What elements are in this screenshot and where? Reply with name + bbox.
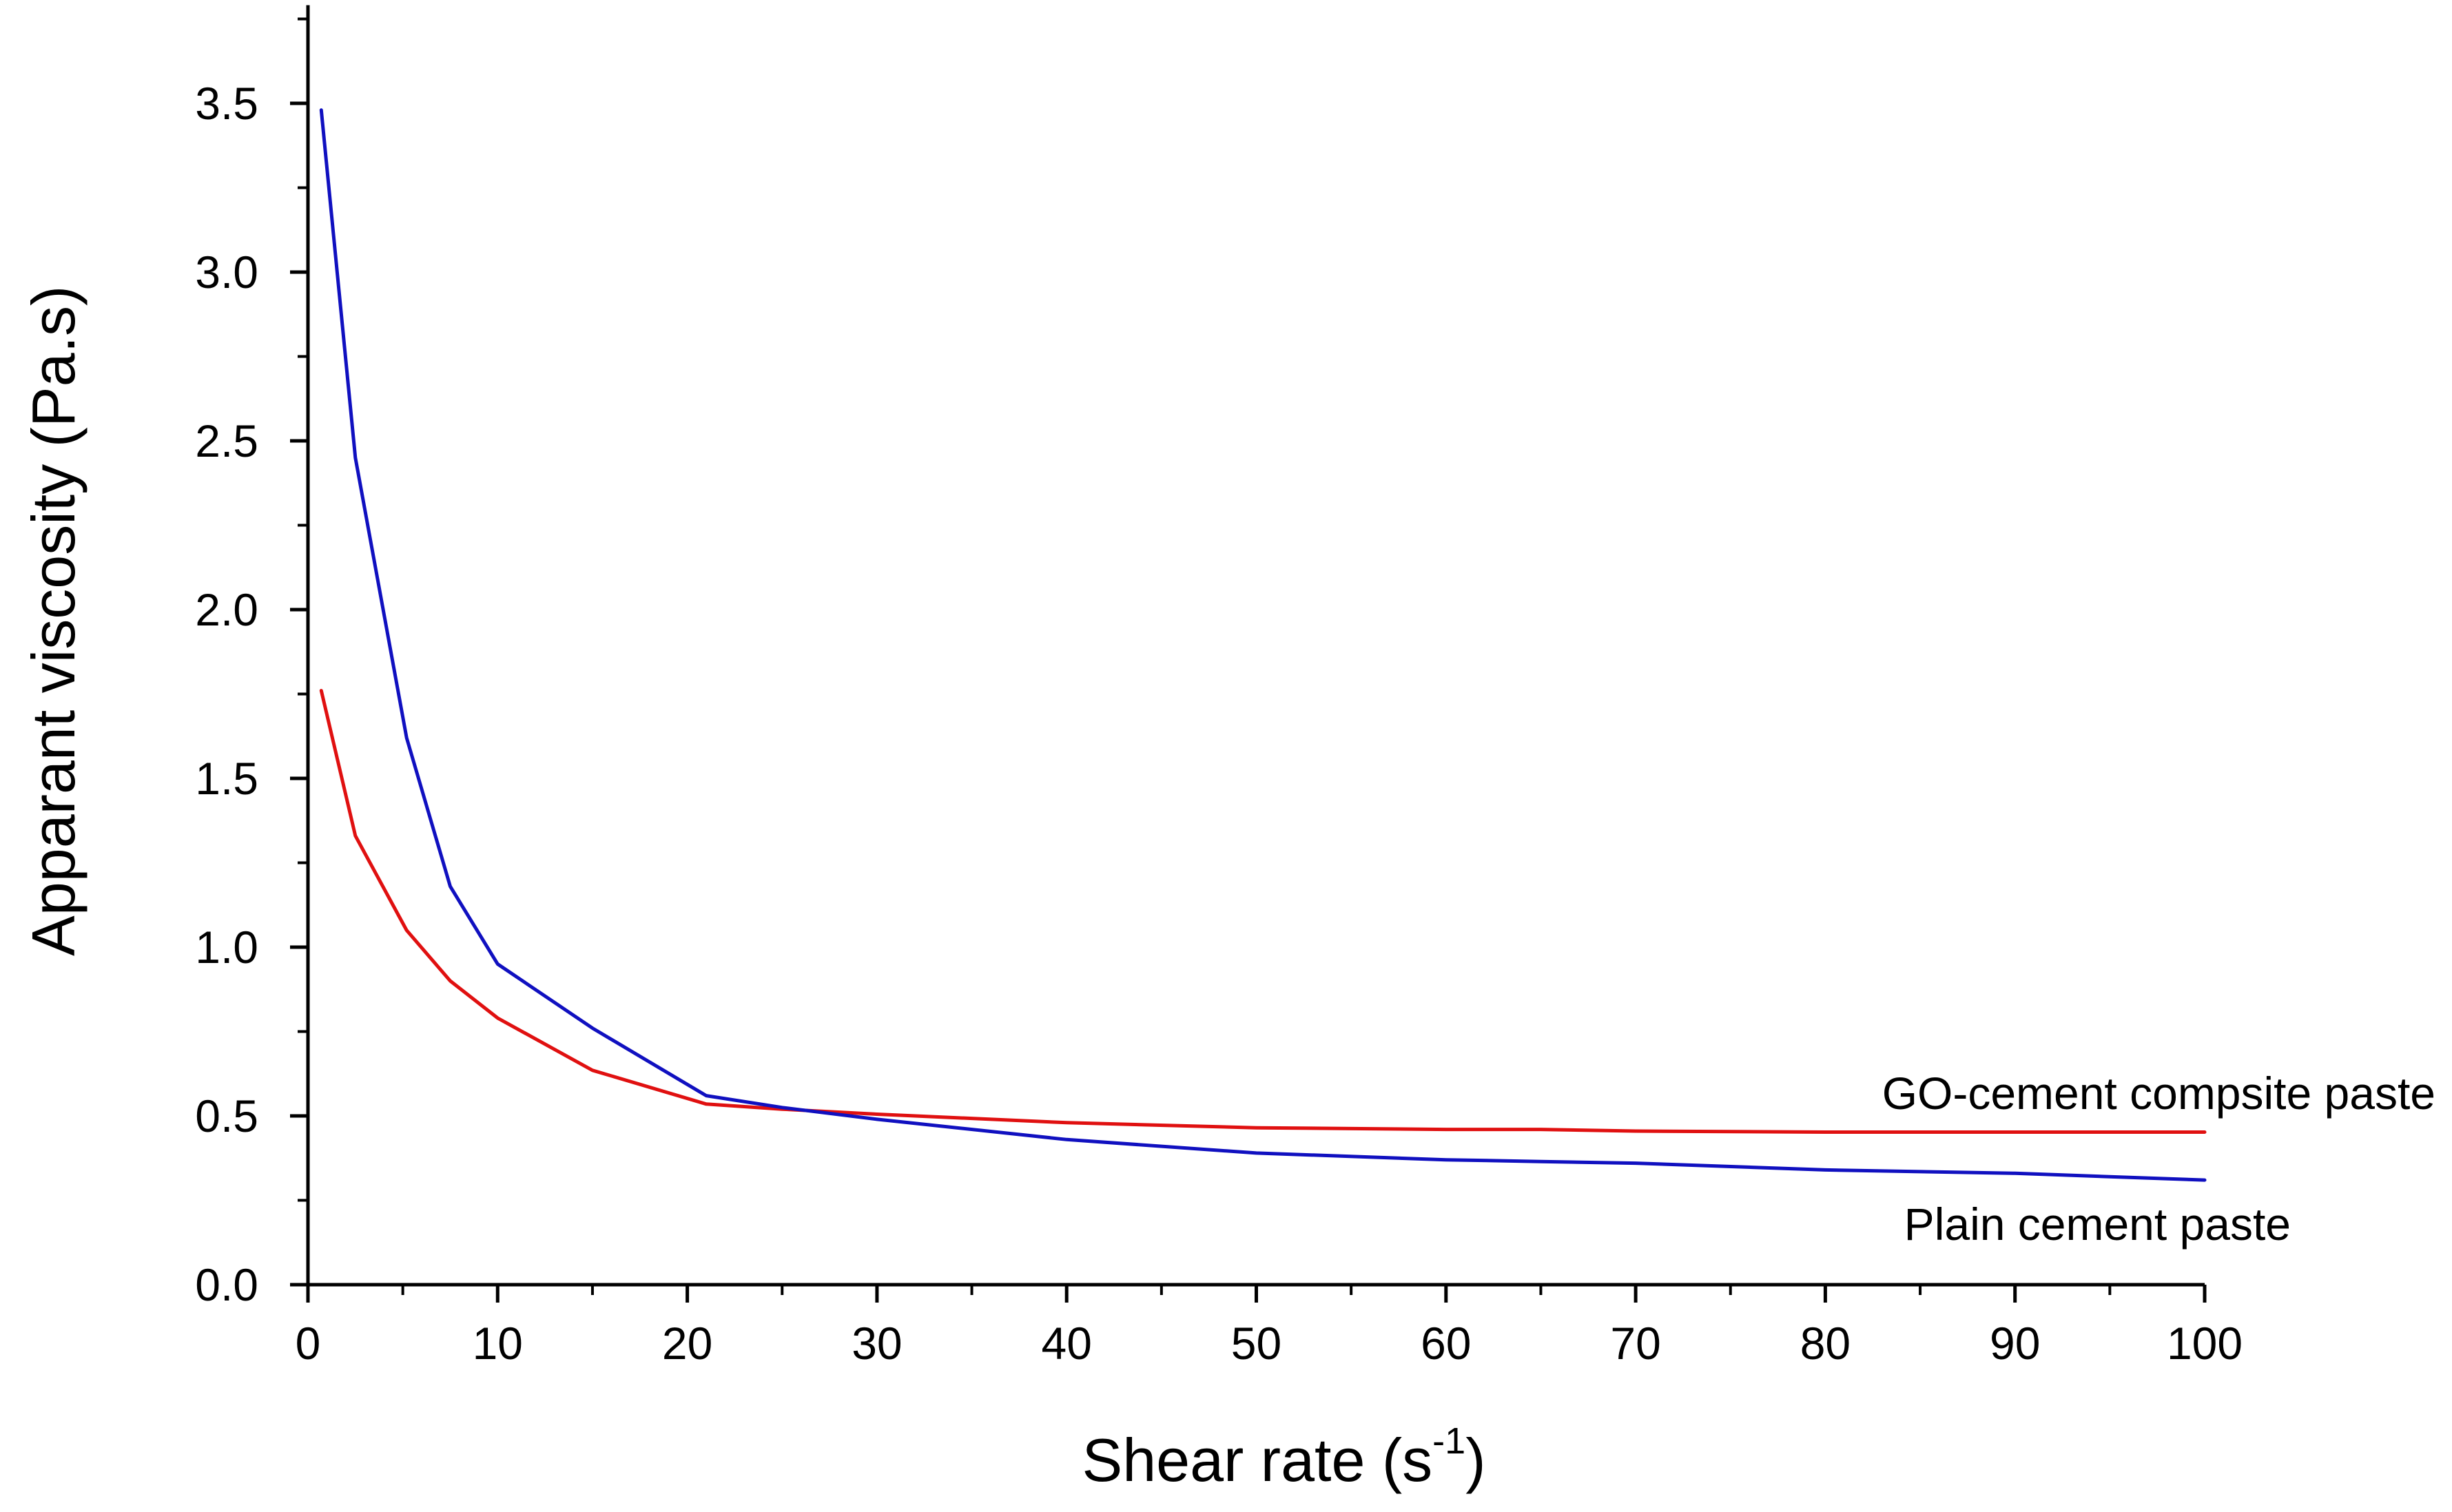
x-axis-label: Shear rate (s-1) xyxy=(1082,1420,1486,1494)
y-tick-label: 0.5 xyxy=(195,1090,258,1141)
series-label-go-cement: GO-cement compsite paste xyxy=(1882,1068,2435,1119)
x-tick-label: 20 xyxy=(662,1318,712,1369)
x-tick-label: 0 xyxy=(296,1318,321,1369)
x-tick-label: 80 xyxy=(1800,1318,1851,1369)
x-tick-label: 40 xyxy=(1041,1318,1091,1369)
x-axis-label-close: ) xyxy=(1465,1426,1485,1494)
y-tick-label: 3.0 xyxy=(195,247,258,298)
x-tick-label: 30 xyxy=(852,1318,902,1369)
x-tick-label: 50 xyxy=(1231,1318,1281,1369)
x-tick-label: 10 xyxy=(473,1318,523,1369)
x-tick-label: 70 xyxy=(1610,1318,1660,1369)
y-axis-label: Apparant viscosity (Pa.s) xyxy=(19,286,87,956)
y-tick-label: 0.0 xyxy=(195,1259,258,1310)
x-tick-label: 100 xyxy=(2167,1318,2243,1369)
y-tick-label: 2.0 xyxy=(195,584,258,635)
y-tick-label: 3.5 xyxy=(195,78,258,129)
y-ticks: 0.0 0.5 1.0 1.5 2.0 2.5 3.0 3.5 xyxy=(195,17,308,1310)
x-axis-label-sup: -1 xyxy=(1432,1420,1465,1462)
y-tick-label: 2.5 xyxy=(195,415,258,466)
series-labels: GO-cement compsite paste Plain cement pas… xyxy=(1882,1068,2435,1250)
y-tick-label: 1.0 xyxy=(195,922,258,973)
x-tick-label: 60 xyxy=(1421,1318,1471,1369)
y-tick-label: 1.5 xyxy=(195,753,258,804)
x-axis-label-main: Shear rate (s xyxy=(1082,1426,1433,1494)
series-line-plain-cement xyxy=(319,108,2207,1182)
series-group xyxy=(319,108,2207,1182)
series-line-go-cement xyxy=(319,689,2207,1134)
x-ticks: 0 10 20 30 40 50 60 70 80 90 100 xyxy=(296,1285,2243,1369)
series-label-plain-cement: Plain cement paste xyxy=(1904,1199,2291,1250)
x-tick-label: 90 xyxy=(1990,1318,2040,1369)
